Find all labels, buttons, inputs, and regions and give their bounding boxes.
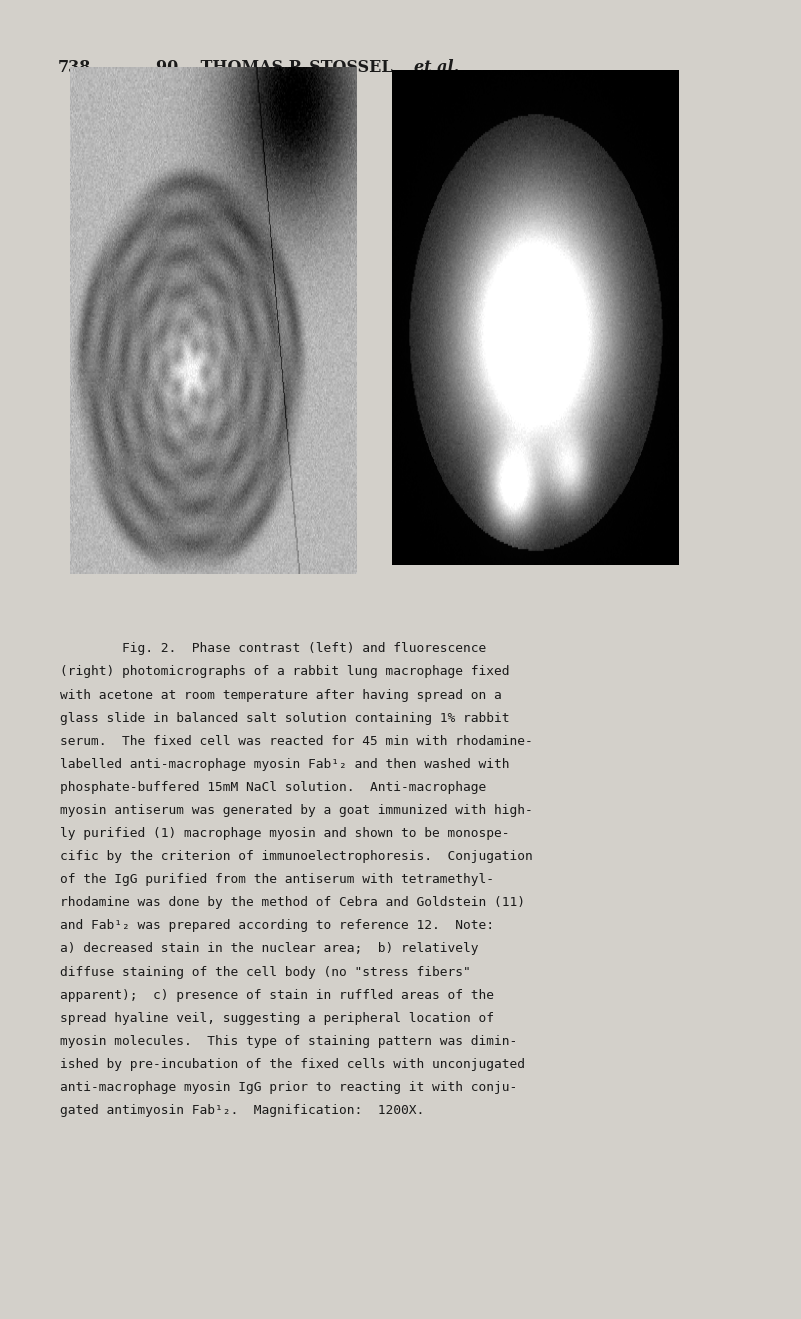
Text: et al.: et al.: [414, 59, 459, 77]
Text: cific by the criterion of immunoelectrophoresis.  Conjugation: cific by the criterion of immunoelectrop…: [60, 851, 533, 863]
Text: ly purified (1) macrophage myosin and shown to be monospe-: ly purified (1) macrophage myosin and sh…: [60, 827, 509, 840]
Text: (right) photomicrographs of a rabbit lung macrophage fixed: (right) photomicrographs of a rabbit lun…: [60, 666, 509, 678]
Text: phosphate-buffered 15mM NaCl solution.  Anti-macrophage: phosphate-buffered 15mM NaCl solution. A…: [60, 781, 486, 794]
Text: gated antimyosin Fab¹₂.  Magnification:  1200X.: gated antimyosin Fab¹₂. Magnification: 1…: [60, 1104, 425, 1117]
Text: spread hyaline veil, suggesting a peripheral location of: spread hyaline veil, suggesting a periph…: [60, 1012, 494, 1025]
Text: labelled anti-macrophage myosin Fab¹₂ and then washed with: labelled anti-macrophage myosin Fab¹₂ an…: [60, 757, 509, 770]
Text: diffuse staining of the cell body (no "stress fibers": diffuse staining of the cell body (no "s…: [60, 966, 471, 979]
Text: myosin molecules.  This type of staining pattern was dimin-: myosin molecules. This type of staining …: [60, 1034, 517, 1047]
Text: serum.  The fixed cell was reacted for 45 min with rhodamine-: serum. The fixed cell was reacted for 45…: [60, 735, 533, 748]
Text: myosin antiserum was generated by a goat immunized with high-: myosin antiserum was generated by a goat…: [60, 803, 533, 816]
Text: anti-macrophage myosin IgG prior to reacting it with conju-: anti-macrophage myosin IgG prior to reac…: [60, 1082, 517, 1093]
Text: Fig. 2.  Phase contrast (left) and fluorescence: Fig. 2. Phase contrast (left) and fluore…: [60, 642, 486, 656]
Text: ished by pre-incubation of the fixed cells with unconjugated: ished by pre-incubation of the fixed cel…: [60, 1058, 525, 1071]
Text: and Fab¹₂ was prepared according to reference 12.  Note:: and Fab¹₂ was prepared according to refe…: [60, 919, 494, 933]
Text: rhodamine was done by the method of Cebra and Goldstein (11): rhodamine was done by the method of Cebr…: [60, 897, 525, 909]
Text: of the IgG purified from the antiserum with tetramethyl-: of the IgG purified from the antiserum w…: [60, 873, 494, 886]
Text: a) decreased stain in the nuclear area;  b) relatively: a) decreased stain in the nuclear area; …: [60, 942, 478, 955]
Text: glass slide in balanced salt solution containing 1% rabbit: glass slide in balanced salt solution co…: [60, 712, 509, 724]
Text: 738: 738: [58, 59, 91, 77]
Text: with acetone at room temperature after having spread on a: with acetone at room temperature after h…: [60, 689, 501, 702]
Text: 90.   THOMAS P. STOSSEL: 90. THOMAS P. STOSSEL: [156, 59, 398, 77]
Text: apparent);  c) presence of stain in ruffled areas of the: apparent); c) presence of stain in ruffl…: [60, 989, 494, 1001]
